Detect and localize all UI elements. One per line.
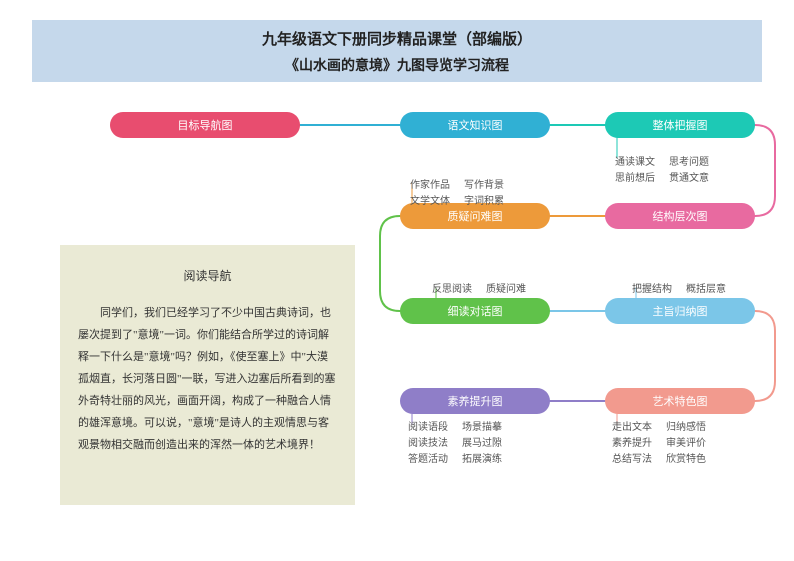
sub-item-text: 审美评价	[666, 436, 706, 452]
sub-item-text: 总结写法	[612, 452, 652, 468]
sub-item-text: 概括层意	[686, 282, 726, 298]
header-band: 九年级语文下册同步精品课堂（部编版） 《山水画的意境》九图导览学习流程	[32, 20, 762, 82]
reading-nav-box: 阅读导航 同学们，我们已经学习了不少中国古典诗词，也屡次提到了"意境"一词。你们…	[60, 245, 355, 505]
sub-item-text: 思前想后	[615, 171, 655, 187]
sub-item-text: 答题活动	[408, 452, 448, 468]
sub-item-text: 作家作品	[410, 178, 450, 194]
flow-node-n5: 结构层次图	[605, 203, 755, 229]
sub-item-text: 质疑问难	[486, 282, 526, 298]
flow-node-n8: 素养提升图	[400, 388, 550, 414]
sub-item-text: 素养提升	[612, 436, 652, 452]
sub-item-text: 写作背景	[464, 178, 504, 194]
sub-item-text: 把握结构	[632, 282, 672, 298]
page-title: 九年级语文下册同步精品课堂（部编版）	[262, 28, 532, 49]
sub-item-text: 文学文体	[410, 194, 450, 210]
sub-item-text: 阅读语段	[408, 420, 448, 436]
flow-node-n6: 细读对话图	[400, 298, 550, 324]
sub-item-text: 反思阅读	[432, 282, 472, 298]
sub-items-s3: 通读课文思考问题思前想后贯通文意	[615, 155, 723, 187]
sub-item-text: 拓展演练	[462, 452, 502, 468]
sub-item-text: 思考问题	[669, 155, 709, 171]
sub-item-text: 展马过隙	[462, 436, 502, 452]
flow-node-n2: 语文知识图	[400, 112, 550, 138]
sub-items-s7: 把握结构概括层意	[632, 282, 740, 298]
flow-node-n9: 艺术特色图	[605, 388, 755, 414]
sub-item-text: 走出文本	[612, 420, 652, 436]
flow-node-n7: 主旨归纳图	[605, 298, 755, 324]
flow-node-n3: 整体把握图	[605, 112, 755, 138]
page-subtitle: 《山水画的意境》九图导览学习流程	[285, 55, 509, 75]
sub-item-text: 贯通文意	[669, 171, 709, 187]
reading-body: 同学们，我们已经学习了不少中国古典诗词，也屡次提到了"意境"一词。你们能结合所学…	[78, 302, 337, 456]
flow-node-n1: 目标导航图	[110, 112, 300, 138]
reading-title: 阅读导航	[78, 267, 337, 284]
sub-item-text: 归纳感悟	[666, 420, 706, 436]
sub-item-text: 阅读技法	[408, 436, 448, 452]
sub-items-s8: 阅读语段场景描摹阅读技法展马过隙答题活动拓展演练	[408, 420, 516, 468]
sub-item-text: 通读课文	[615, 155, 655, 171]
sub-items-s2: 作家作品写作背景文学文体字词积累	[410, 178, 518, 210]
sub-item-text: 欣赏特色	[666, 452, 706, 468]
sub-item-text: 场景描摹	[462, 420, 502, 436]
sub-item-text: 字词积累	[464, 194, 504, 210]
sub-items-s6: 反思阅读质疑问难	[432, 282, 540, 298]
sub-items-s9: 走出文本归纳感悟素养提升审美评价总结写法欣赏特色	[612, 420, 720, 468]
